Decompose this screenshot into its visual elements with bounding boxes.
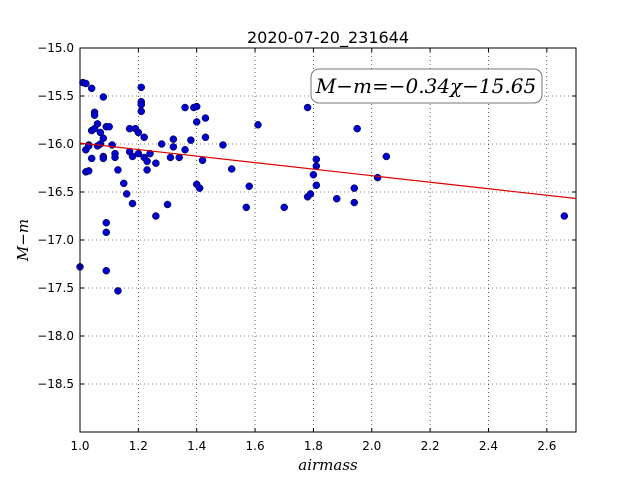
data-point <box>312 181 321 190</box>
data-point <box>382 152 391 161</box>
x-tick-label: 1.0 <box>70 439 89 453</box>
data-point <box>137 100 146 109</box>
chart-title: 2020-07-20_231644 <box>247 28 409 48</box>
data-point <box>181 146 189 154</box>
x-tick-label: 1.2 <box>129 439 148 453</box>
data-point <box>201 133 210 142</box>
scatter-points <box>76 78 569 295</box>
data-point <box>87 154 96 163</box>
data-point <box>306 190 315 198</box>
legend-box-frame <box>310 68 543 104</box>
legend-box-text: M−m=−0.34χ−15.65 <box>315 74 536 98</box>
data-point <box>120 179 128 188</box>
y-tick-label: −16.5 <box>37 185 74 199</box>
y-tick-label: −18.0 <box>37 329 74 343</box>
data-point <box>114 166 122 174</box>
fit-line-layer <box>79 142 577 200</box>
data-point <box>166 153 175 162</box>
data-point <box>219 141 227 149</box>
data-point <box>312 155 321 164</box>
data-point <box>312 162 321 170</box>
data-point <box>114 287 122 295</box>
data-point <box>303 103 312 112</box>
data-point <box>353 124 361 133</box>
data-point <box>87 84 96 93</box>
legend-box: M−m=−0.34χ−15.65 <box>310 68 543 104</box>
x-tick-label: 1.8 <box>304 439 323 453</box>
data-point <box>90 111 99 119</box>
data-point <box>181 103 189 112</box>
x-tick-label: 1.4 <box>187 439 206 453</box>
data-point <box>280 203 288 212</box>
data-point <box>560 212 569 220</box>
data-point <box>99 134 108 142</box>
y-tick-label: −15.5 <box>37 89 74 103</box>
data-point <box>152 212 160 220</box>
data-point <box>187 136 195 144</box>
data-point <box>111 153 119 162</box>
data-point <box>169 143 178 151</box>
data-point <box>227 165 236 173</box>
x-axis-label: airmass <box>298 456 358 474</box>
data-point <box>350 198 359 207</box>
data-point <box>195 184 204 192</box>
y-tick-label: −18.5 <box>37 377 74 391</box>
data-point <box>373 173 382 182</box>
data-point <box>137 83 146 92</box>
data-point <box>146 149 154 158</box>
plot-frame <box>79 47 577 433</box>
data-point <box>242 203 251 212</box>
data-point <box>198 156 207 165</box>
data-point <box>82 79 90 88</box>
y-tick-label: −17.0 <box>37 233 74 247</box>
data-point <box>254 121 262 129</box>
data-point <box>137 107 146 116</box>
data-point <box>122 190 131 198</box>
data-point <box>99 93 108 101</box>
data-point <box>192 102 201 111</box>
data-point <box>99 154 108 163</box>
x-tick-label: 2.6 <box>537 439 556 453</box>
data-point <box>157 140 166 148</box>
x-axis-ticks: 1.0 1.2 1.4 1.6 1.8 2.0 2.2 2.4 2.6 <box>70 48 556 453</box>
data-point <box>192 118 201 126</box>
data-point <box>333 194 341 203</box>
data-point <box>140 133 148 142</box>
x-tick-label: 1.6 <box>246 439 265 453</box>
data-point <box>163 200 172 209</box>
data-point <box>245 182 253 190</box>
x-tick-label: 2.0 <box>362 439 381 453</box>
data-point <box>85 167 93 175</box>
data-point <box>102 228 111 237</box>
y-tick-label: −17.5 <box>37 281 74 295</box>
y-axis-label: M−m <box>14 219 32 262</box>
x-tick-label: 2.2 <box>421 439 440 453</box>
data-point <box>309 170 318 179</box>
x-tick-label: 2.4 <box>479 439 498 453</box>
y-axis-ticks: −15.0 −15.5 −16.0 −16.5 −17.0 −17.5 −18.0 −18.5 <box>37 41 576 391</box>
data-point <box>350 184 359 192</box>
data-point <box>143 166 151 174</box>
data-point <box>93 120 102 128</box>
data-point <box>105 122 113 131</box>
fit-line <box>79 142 577 200</box>
data-point <box>128 199 137 208</box>
y-tick-label: −15.0 <box>37 41 74 55</box>
data-point <box>134 128 143 137</box>
data-point <box>169 135 178 143</box>
data-point <box>102 266 111 275</box>
data-point <box>152 159 160 167</box>
data-point <box>201 114 210 122</box>
data-point <box>143 157 151 166</box>
y-tick-label: −16.0 <box>37 137 74 151</box>
data-point <box>102 218 111 227</box>
